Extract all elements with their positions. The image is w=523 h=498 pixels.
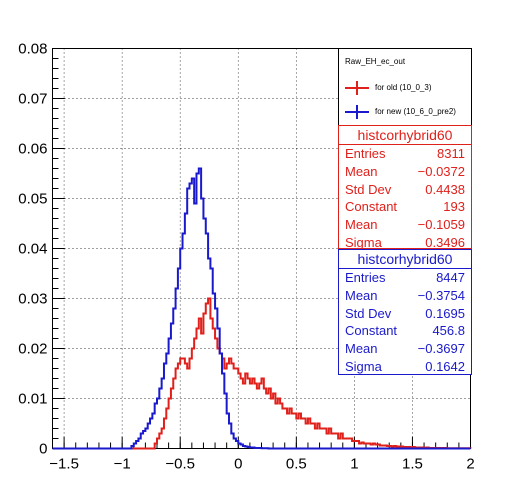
legend-item-old: for old (10_0_3) bbox=[343, 79, 469, 97]
histogram-line bbox=[52, 167, 471, 450]
x-tick-label: 1.5 bbox=[402, 456, 423, 473]
stats-row-old-0: Entries 8311 bbox=[345, 146, 465, 161]
y-tick-label: 0.01 bbox=[18, 391, 47, 408]
stats-box-old: histcorhybrid60 Entries 8311 Mean −0.0372 … bbox=[338, 125, 472, 250]
y-tick-label: 0 bbox=[39, 441, 47, 458]
stats-row-old-1: Mean −0.0372 bbox=[345, 163, 465, 179]
stats-row-new-2: Std Dev 0.1695 bbox=[345, 305, 465, 321]
stats-box-new: histcorhybrid60 Entries 8447 Mean −0.3754 … bbox=[338, 249, 472, 375]
series-new bbox=[52, 167, 471, 450]
series-old bbox=[52, 297, 472, 450]
legend-marker-new bbox=[345, 105, 369, 119]
tick-labels: −1.5 −1 −0.5 0 0.5 1 1.5 2 0 0.01 0.02 0.03 0.04 0.05… bbox=[18, 41, 474, 473]
x-tick-label: −1 bbox=[114, 456, 131, 473]
stats-row-old-2: Std Dev 0.4438 bbox=[345, 181, 465, 197]
x-tick-label: 2 bbox=[466, 456, 474, 473]
stats-row-old-4: Mean −0.1059 bbox=[345, 217, 465, 233]
y-tick-label: 0.04 bbox=[18, 241, 47, 258]
legend: Raw_EH_ec_out for old (10_0_3) for new (… bbox=[338, 48, 472, 126]
stats-row-old-3: Constant 193 bbox=[345, 199, 465, 215]
x-tick-label: −1.5 bbox=[49, 456, 79, 473]
x-tick-label: 0.5 bbox=[286, 456, 307, 473]
y-tick-label: 0.06 bbox=[18, 141, 47, 158]
series-layer bbox=[52, 167, 472, 450]
stats-row-new-1: Mean −0.3754 bbox=[345, 287, 465, 303]
legend-marker-old bbox=[345, 81, 369, 95]
x-tick-label: 0 bbox=[234, 456, 242, 473]
legend-label-new: for new (10_6_0_pre2) bbox=[375, 107, 456, 116]
stats-row-old-5: Sigma 0.3496 bbox=[345, 234, 465, 250]
y-tick-label: 0.07 bbox=[18, 91, 47, 108]
x-tick-label: −0.5 bbox=[165, 456, 195, 473]
legend-item-new: for new (10_6_0_pre2) bbox=[343, 103, 469, 121]
histogram-line bbox=[52, 297, 472, 450]
y-tick-label: 0.02 bbox=[18, 341, 47, 358]
stats-title-new: histcorhybrid60 bbox=[339, 250, 471, 269]
stats-row-new-3: Constant 456.8 bbox=[345, 323, 465, 339]
x-tick-label: 1 bbox=[350, 456, 358, 473]
stats-row-new-5: Sigma 0.1642 bbox=[345, 358, 465, 374]
y-tick-label: 0.03 bbox=[18, 291, 47, 308]
legend-title: Raw_EH_ec_out bbox=[345, 57, 406, 66]
y-tick-label: 0.05 bbox=[18, 191, 47, 208]
legend-label-old: for old (10_0_3) bbox=[375, 83, 432, 92]
stats-row-new-0: Entries 8447 bbox=[345, 270, 465, 285]
stats-title-old: histcorhybrid60 bbox=[339, 126, 471, 145]
axis-ticks bbox=[52, 48, 471, 449]
y-tick-label: 0.08 bbox=[18, 41, 47, 58]
stats-row-new-4: Mean −0.3697 bbox=[345, 341, 465, 357]
